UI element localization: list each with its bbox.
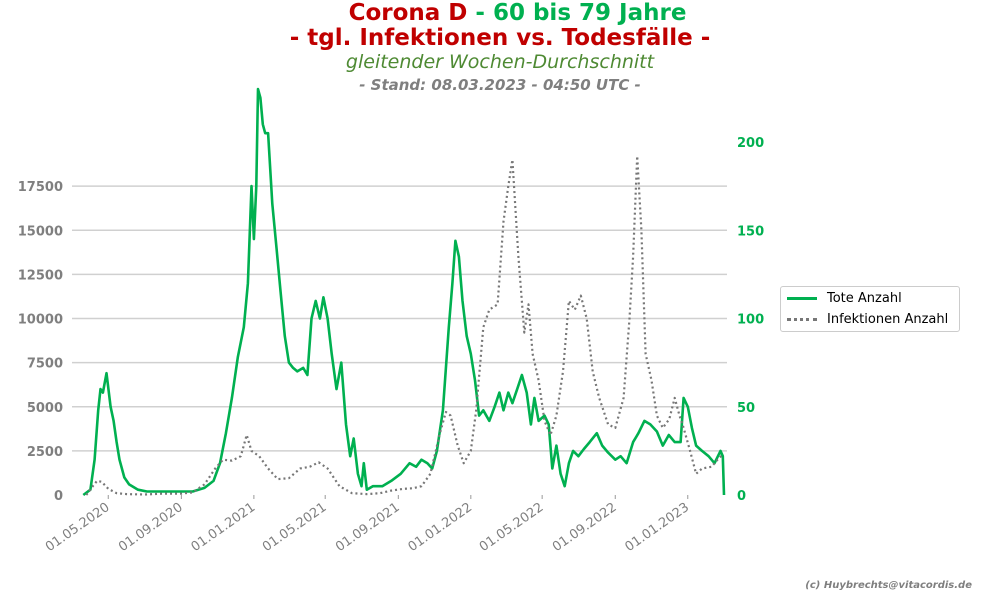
y-right-tick-label: 150: [737, 224, 764, 239]
y-right-tick-label: 100: [737, 313, 764, 328]
chart-title-green: - 60 bis 79 Jahre: [467, 0, 687, 26]
y-right-tick-label: 200: [737, 136, 764, 151]
y-left-tick-label: 10000: [18, 313, 63, 328]
y-right-tick-label: 50: [737, 401, 755, 416]
y-left-tick-label: 15000: [18, 224, 63, 239]
x-tick-label: 01.05.2020: [43, 500, 113, 555]
series-line-infections: [85, 155, 724, 496]
y-left-tick-label: 0: [54, 489, 63, 504]
credit-text: (c) Huybrechts@vitacordis.de: [805, 580, 972, 591]
chart-title-line2: - tgl. Infektionen vs. Todesfälle -: [289, 25, 711, 51]
y-left-tick-label: 17500: [18, 180, 63, 195]
chart-title-line1: Corona D - 60 bis 79 Jahre: [0, 0, 1000, 26]
x-tick-label: 01.01.2021: [189, 500, 259, 555]
legend-item-deaths: Tote Anzahl: [787, 289, 902, 307]
x-tick-label: 01.09.2020: [116, 500, 186, 555]
chart-title-red: Corona D: [348, 0, 468, 26]
y-left-tick-label: 2500: [27, 445, 63, 460]
chart-subtitle: gleitender Wochen-Durchschnitt: [345, 51, 655, 73]
x-tick-label: 01.09.2022: [550, 500, 620, 555]
y-left-tick-label: 5000: [27, 401, 63, 416]
x-tick-label: 01.09.2021: [333, 500, 403, 555]
y-left-tick-label: 12500: [18, 268, 63, 283]
series-line-deaths: [82, 87, 726, 497]
legend-label-infections: Infektionen Anzahl: [827, 311, 949, 327]
x-tick-label: 01.05.2021: [260, 500, 330, 555]
x-tick-label: 01.01.2022: [406, 500, 476, 555]
x-tick-label: 01.05.2022: [477, 500, 547, 555]
x-tick-label: 01.01.2023: [622, 500, 692, 555]
legend-swatch-deaths: [787, 296, 817, 300]
chart-legend: Tote Anzahl Infektionen Anzahl: [780, 286, 960, 332]
chart-date-stamp: - Stand: 08.03.2023 - 04:50 UTC -: [359, 76, 641, 94]
legend-swatch-infections: [787, 317, 817, 321]
legend-label-deaths: Tote Anzahl: [827, 290, 902, 306]
y-left-tick-label: 7500: [27, 357, 63, 372]
legend-item-infections: Infektionen Anzahl: [787, 310, 948, 328]
y-right-tick-label: 0: [737, 489, 746, 504]
